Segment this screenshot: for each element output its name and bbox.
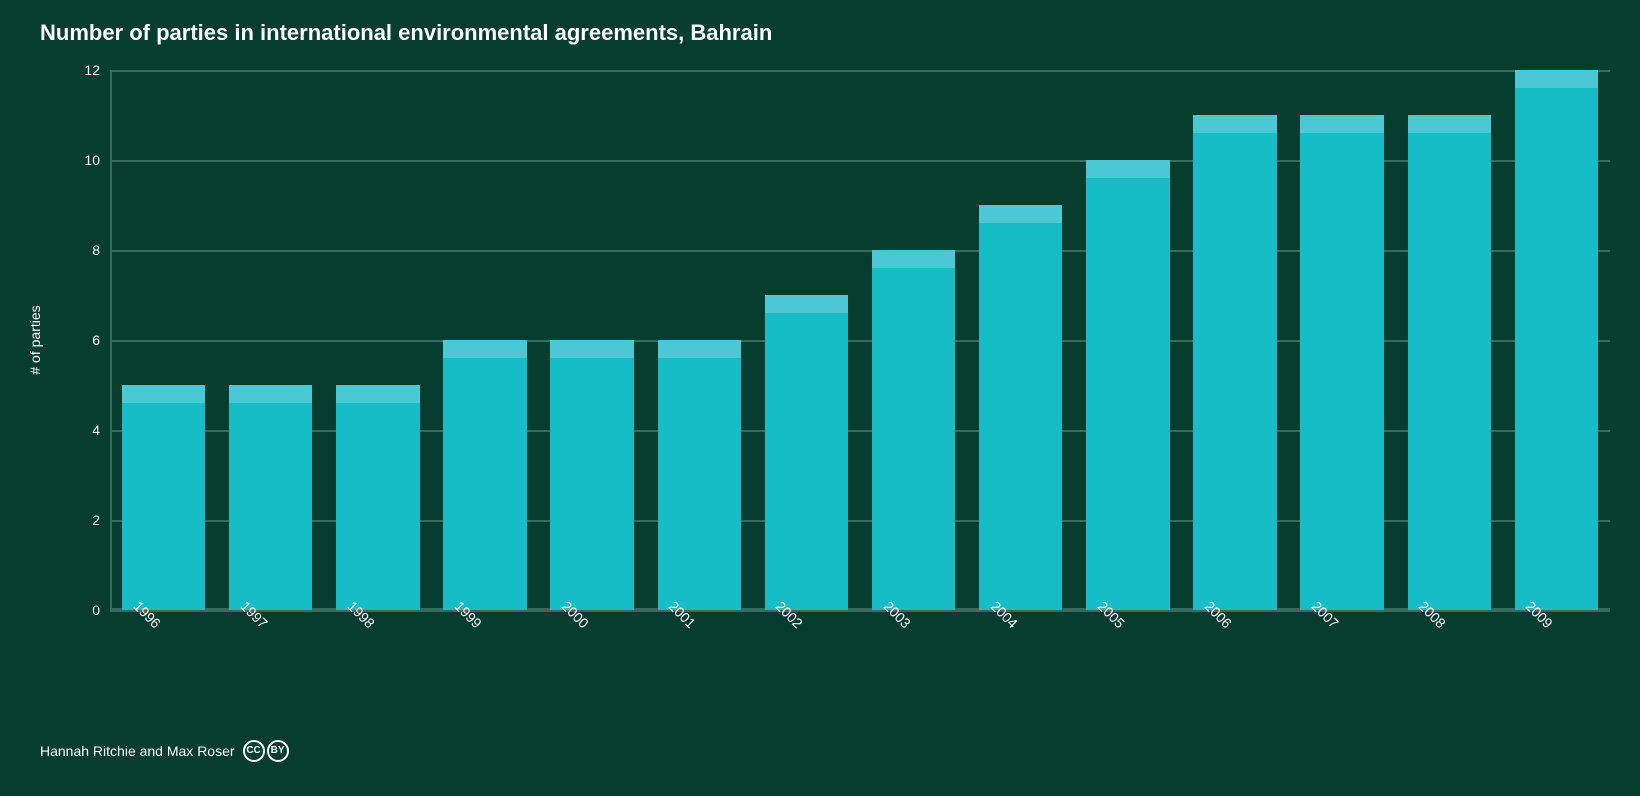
bar-cap bbox=[550, 340, 634, 358]
bar bbox=[443, 340, 527, 610]
bar-cap bbox=[443, 340, 527, 358]
bar-cap bbox=[229, 385, 313, 403]
bar-cap bbox=[1300, 115, 1384, 133]
grid-line bbox=[110, 250, 1610, 252]
bar-cap bbox=[1515, 70, 1599, 88]
y-tick-label: 10 bbox=[60, 152, 100, 168]
y-tick-label: 12 bbox=[60, 62, 100, 78]
bar-cap bbox=[658, 340, 742, 358]
x-axis-line bbox=[110, 608, 1610, 610]
bar bbox=[1086, 160, 1170, 610]
bar bbox=[122, 385, 206, 610]
bar-cap bbox=[872, 250, 956, 268]
bar bbox=[872, 250, 956, 610]
cc-icon: CC bbox=[243, 740, 265, 762]
grid-line bbox=[110, 430, 1610, 432]
grid-line bbox=[110, 520, 1610, 522]
bar-cap bbox=[979, 205, 1063, 223]
grid-line bbox=[110, 160, 1610, 162]
bar bbox=[765, 295, 849, 610]
bar bbox=[1193, 115, 1277, 610]
footer-credit: Hannah Ritchie and Max Roser bbox=[40, 743, 235, 759]
y-tick-label: 2 bbox=[60, 512, 100, 528]
bar-cap bbox=[765, 295, 849, 313]
bar bbox=[229, 385, 313, 610]
chart-title: Number of parties in international envir… bbox=[40, 20, 772, 46]
bar-cap bbox=[1086, 160, 1170, 178]
cc-by-icon: BY bbox=[267, 740, 289, 762]
y-tick-label: 4 bbox=[60, 422, 100, 438]
bar bbox=[1408, 115, 1492, 610]
y-tick-label: 8 bbox=[60, 242, 100, 258]
cc-license-badge: CC BY bbox=[243, 740, 289, 762]
chart-footer: Hannah Ritchie and Max Roser CC BY bbox=[40, 740, 289, 762]
y-axis-title: # of parties bbox=[27, 305, 43, 374]
grid-line bbox=[110, 610, 1610, 612]
y-tick-label: 6 bbox=[60, 332, 100, 348]
y-tick-label: 0 bbox=[60, 602, 100, 618]
bar bbox=[550, 340, 634, 610]
plot-area bbox=[110, 70, 1610, 610]
grid-line bbox=[110, 340, 1610, 342]
bar-cap bbox=[1193, 115, 1277, 133]
bar bbox=[979, 205, 1063, 610]
y-axis-line bbox=[110, 70, 112, 610]
bar bbox=[336, 385, 420, 610]
grid-line bbox=[110, 70, 1610, 72]
bar-cap bbox=[122, 385, 206, 403]
bar bbox=[658, 340, 742, 610]
chart-root: Number of parties in international envir… bbox=[0, 0, 1640, 796]
bar-cap bbox=[1408, 115, 1492, 133]
bar-cap bbox=[336, 385, 420, 403]
bar bbox=[1515, 70, 1599, 610]
bar bbox=[1300, 115, 1384, 610]
